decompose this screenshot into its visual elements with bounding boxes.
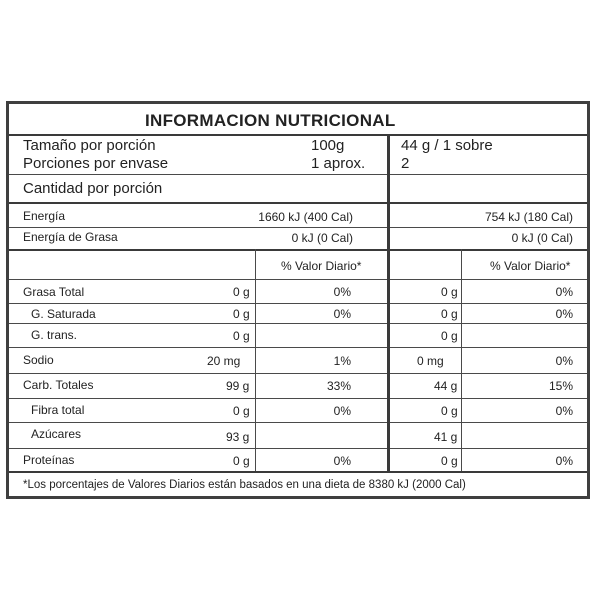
column-divider xyxy=(255,249,256,471)
row-divider xyxy=(9,422,587,423)
energy-label: Energía xyxy=(23,209,66,223)
serving-size-sachet: 44 g / 1 sobre xyxy=(401,137,493,154)
title-divider xyxy=(9,134,587,136)
nutrient-label: Fibra total xyxy=(31,403,85,417)
servings-per-package-sachet: 2 xyxy=(401,155,410,172)
energy-sachet: 754 kJ (180 Cal) xyxy=(484,210,573,224)
energy-divider xyxy=(9,227,587,228)
nutrient-dv-100g: 0% xyxy=(333,307,351,321)
nutrient-dv-sachet: 15% xyxy=(548,379,573,393)
row-divider xyxy=(9,347,587,348)
row-divider xyxy=(9,303,587,304)
nutrient-qty-sachet: 0 g xyxy=(441,404,458,418)
nutrient-label: G. Saturada xyxy=(31,307,96,321)
nutrient-dv-sachet: 0% xyxy=(555,285,573,299)
nutrient-qty-sachet: 41 g xyxy=(434,430,458,444)
nutrient-dv-sachet: 0% xyxy=(555,354,573,368)
nutrient-qty-100g: 0 g xyxy=(233,307,250,321)
nutrient-dv-100g: 33% xyxy=(326,379,351,393)
label-title: INFORMACION NUTRICIONAL xyxy=(145,111,396,130)
column-divider xyxy=(461,249,462,471)
nutrient-qty-100g: 93 g xyxy=(226,430,250,444)
nutrient-label: Azúcares xyxy=(31,427,82,441)
nutrient-dv-sachet: 0% xyxy=(555,307,573,321)
nutrient-qty-100g: 99 g xyxy=(226,379,250,393)
servings-per-package-100g: 1 aprox. xyxy=(311,155,366,172)
row-divider xyxy=(9,448,587,449)
energy-fat-sachet: 0 kJ (0 Cal) xyxy=(511,231,573,245)
nutrient-qty-sachet: 44 g xyxy=(434,379,458,393)
amount-per-serving-label: Cantidad por porción xyxy=(23,180,163,197)
nutrient-dv-sachet: 0% xyxy=(555,404,573,418)
daily-value-footnote: *Los porcentajes de Valores Diarios está… xyxy=(23,479,466,491)
servings-per-package-label: Porciones por envase xyxy=(23,155,169,172)
energy-fat-divider xyxy=(9,249,587,251)
energy-100g: 1660 kJ (400 Cal) xyxy=(258,210,353,224)
row-divider xyxy=(9,373,587,374)
center-column-divider xyxy=(387,134,390,471)
nutrient-qty-100g: 20 mg xyxy=(207,354,241,368)
nutrient-qty-sachet: 0 g xyxy=(441,329,458,343)
nutrition-facts-label: INFORMACION NUTRICIONAL Tamaño por porci… xyxy=(6,101,590,499)
energy-fat-label: Energía de Grasa xyxy=(23,230,118,244)
row-divider xyxy=(9,279,587,280)
nutrient-qty-100g: 0 g xyxy=(233,404,250,418)
nutrient-qty-100g: 0 g xyxy=(233,454,250,468)
row-divider xyxy=(9,323,587,324)
nutrient-qty-sachet: 0 mg xyxy=(417,354,444,368)
row-divider xyxy=(9,398,587,399)
nutrient-dv-100g: 0% xyxy=(333,454,351,468)
serving-size-label: Tamaño por porción xyxy=(23,137,156,154)
nutrient-dv-100g: 1% xyxy=(333,354,351,368)
nutrient-label: Sodio xyxy=(23,353,54,367)
amount-divider xyxy=(9,202,587,204)
nutrient-label: Carb. Totales xyxy=(23,378,94,392)
nutrient-qty-100g: 0 g xyxy=(233,329,250,343)
nutrient-qty-sachet: 0 g xyxy=(441,307,458,321)
daily-value-header-100g: % Valor Diario* xyxy=(281,259,362,273)
nutrient-label: Proteínas xyxy=(23,453,75,467)
serving-divider xyxy=(9,174,587,175)
serving-size-100g: 100g xyxy=(311,137,345,154)
nutrient-dv-100g: 0% xyxy=(333,404,351,418)
nutrient-label: G. trans. xyxy=(31,328,78,342)
nutrient-label: Grasa Total xyxy=(23,285,85,299)
daily-value-header-sachet: % Valor Diario* xyxy=(490,259,571,273)
nutrient-dv-100g: 0% xyxy=(333,285,351,299)
nutrient-qty-100g: 0 g xyxy=(233,285,250,299)
footnote-divider xyxy=(9,471,587,473)
nutrient-qty-sachet: 0 g xyxy=(441,285,458,299)
nutrient-dv-sachet: 0% xyxy=(555,454,573,468)
nutrient-qty-sachet: 0 g xyxy=(441,454,458,468)
energy-fat-100g: 0 kJ (0 Cal) xyxy=(291,231,353,245)
